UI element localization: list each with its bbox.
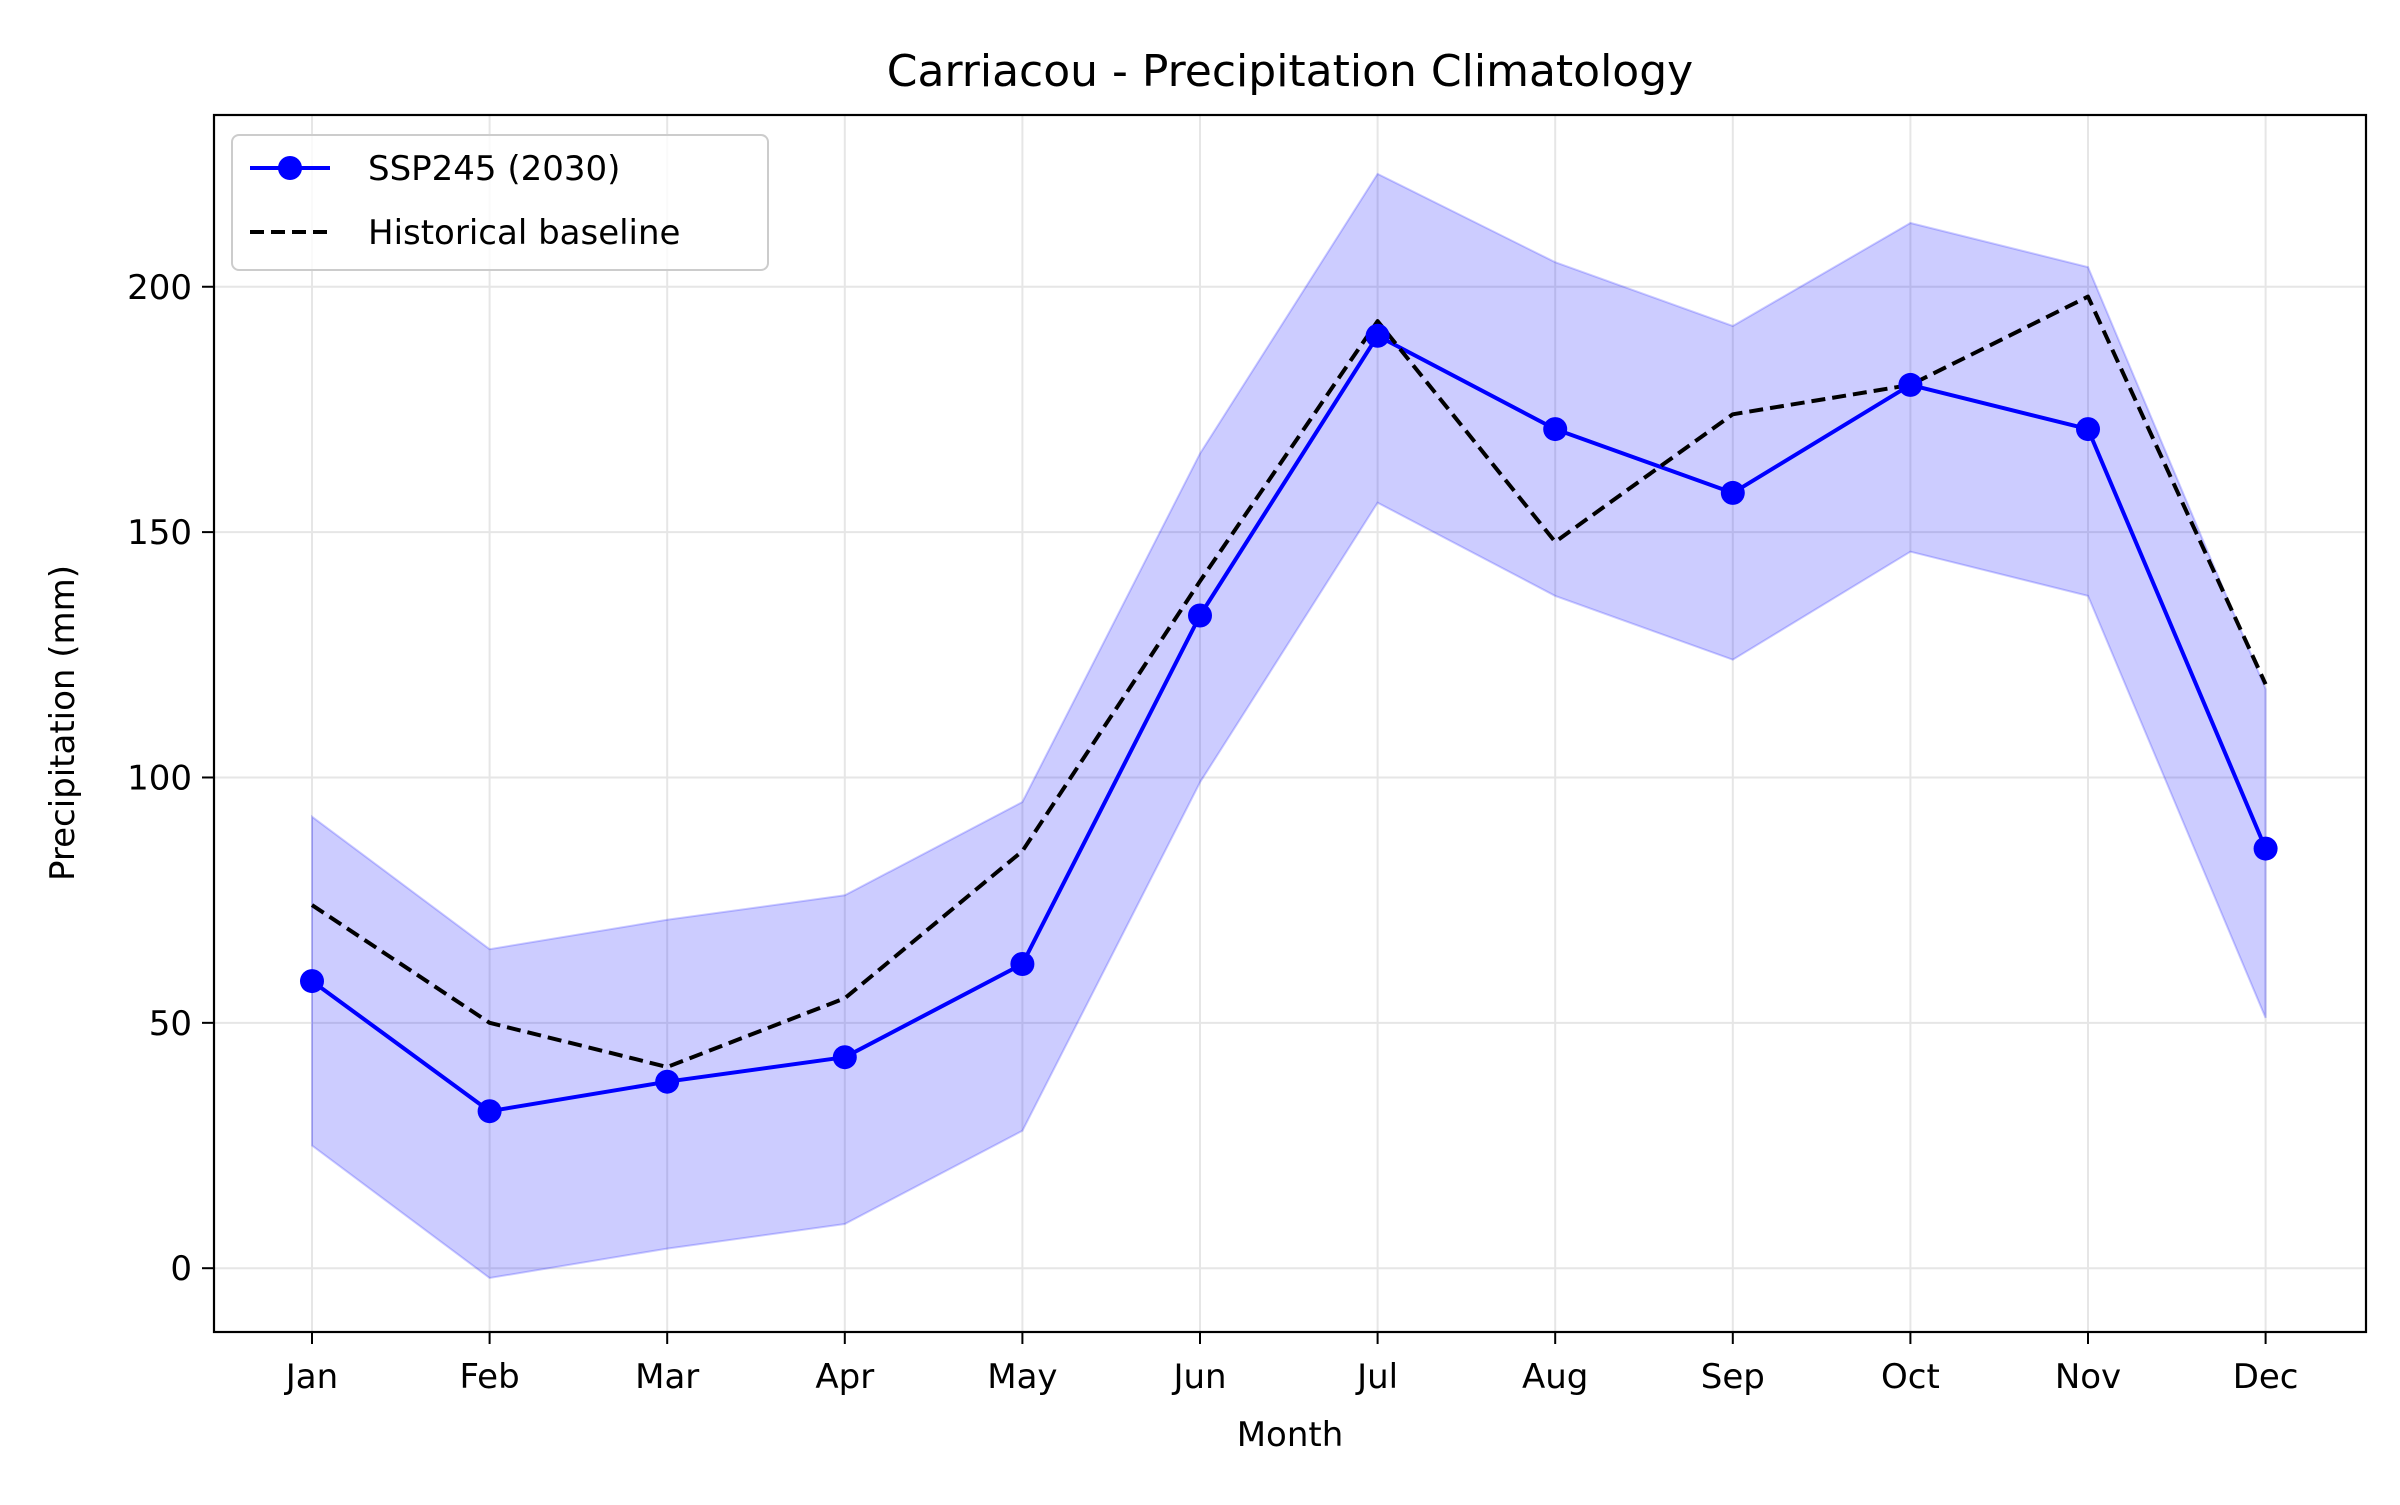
- ssp245-point-feb: [477, 1099, 502, 1124]
- ssp245-point-jul: [1365, 323, 1390, 348]
- x-tick-label-apr: Apr: [815, 1357, 874, 1397]
- x-tick-label-feb: Feb: [459, 1357, 519, 1397]
- x-tick-label-dec: Dec: [2233, 1357, 2299, 1397]
- plot-frame: [212, 113, 2368, 1334]
- ssp245-point-oct: [1898, 372, 1923, 397]
- x-tick-label-may: May: [987, 1357, 1057, 1397]
- legend-box: [231, 134, 769, 271]
- x-axis-ticks: Jan Feb Mar Apr May Jun Jul Aug Sep Oct Nov Dec: [284, 1332, 2299, 1397]
- x-tick-label-nov: Nov: [2055, 1357, 2121, 1397]
- ssp245-point-nov: [2076, 417, 2100, 442]
- ssp245-point-aug: [1543, 417, 1568, 442]
- uncertainty-band: [311, 172, 2267, 1280]
- x-tick-label-mar: Mar: [635, 1357, 699, 1397]
- legend-swatch-ssp245-marker: [278, 156, 302, 180]
- y-tick-label-0: 0: [170, 1249, 192, 1289]
- ssp245-point-may: [1010, 952, 1035, 976]
- y-tick-label-150: 150: [127, 513, 192, 553]
- y-tick-label-100: 100: [127, 758, 192, 798]
- historical-baseline-line: [310, 294, 2268, 1069]
- y-tick-label-50: 50: [149, 1004, 192, 1044]
- ssp245-point-jan: [300, 969, 324, 994]
- ssp245-point-mar: [655, 1069, 680, 1094]
- x-tick-label-sep: Sep: [1701, 1357, 1765, 1397]
- legend-label-ssp245: SSP245 (2030): [368, 149, 620, 189]
- x-axis-label: Month: [1237, 1415, 1344, 1455]
- legend-label-historical: Historical baseline: [368, 213, 680, 253]
- y-axis-label: Precipitation (mm): [43, 565, 83, 881]
- x-tick-label-jan: Jan: [284, 1357, 338, 1397]
- ssp245-point-dec: [2253, 836, 2278, 861]
- y-tick-label-200: 200: [127, 268, 192, 308]
- x-tick-label-jul: Jul: [1355, 1357, 1398, 1397]
- series-markers: [300, 323, 2278, 1124]
- x-tick-label-jun: Jun: [1171, 1357, 1226, 1397]
- ssp245-point-jun: [1188, 603, 1212, 628]
- grid-lines: [214, 115, 2366, 1332]
- x-tick-label-oct: Oct: [1881, 1357, 1940, 1397]
- x-tick-label-aug: Aug: [1522, 1357, 1588, 1397]
- legend: SSP245 (2030) Historical baseline: [231, 134, 769, 271]
- series-lines: [310, 294, 2268, 1114]
- y-axis-ticks: 0 50 100 150 200: [127, 268, 214, 1289]
- chart-title: Carriacou - Precipitation Climatology: [887, 46, 1693, 97]
- ssp245-point-sep: [1720, 480, 1745, 505]
- uncertainty-band-area: [311, 172, 2267, 1280]
- ssp245-line: [310, 333, 2268, 1114]
- ssp245-point-apr: [832, 1045, 857, 1070]
